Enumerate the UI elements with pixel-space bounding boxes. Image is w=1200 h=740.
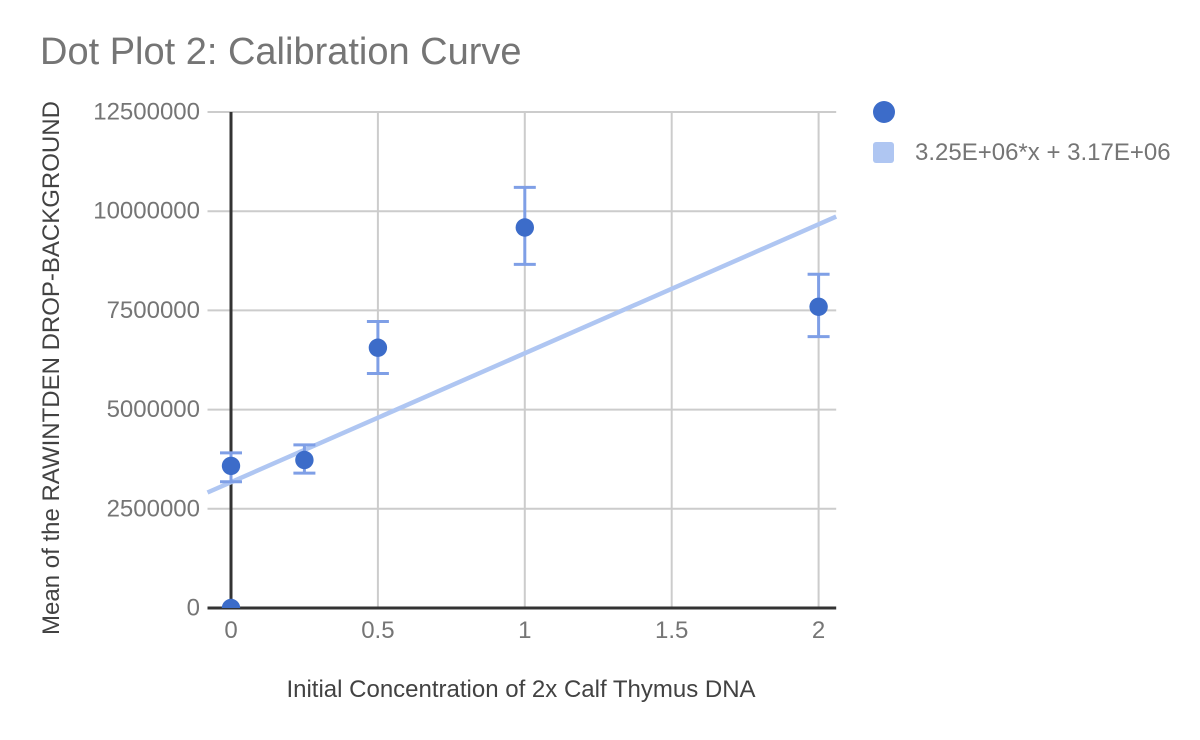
chart-title: Dot Plot 2: Calibration Curve [40, 31, 522, 73]
legend-trendline-marker-icon [873, 142, 894, 163]
x-tick-label: 1.5 [655, 617, 688, 644]
y-axis-title: Mean of the RAWINTDEN DROP-BACKGROUND [38, 101, 65, 635]
data-point [221, 456, 241, 476]
data-point [515, 218, 534, 237]
y-tick-label: 10000000 [93, 198, 200, 225]
data-point [368, 338, 388, 357]
data-point [295, 450, 314, 470]
x-tick-label: 1 [518, 617, 531, 644]
x-tick-label: 0 [224, 617, 237, 644]
x-tick-label: 2 [812, 617, 825, 644]
y-tick-label: 5000000 [107, 396, 200, 423]
legend-trendline-equation: 3.25E+06*x + 3.17E+06 [915, 139, 1171, 166]
y-tick-label: 2500000 [107, 495, 200, 522]
data-point [809, 297, 828, 316]
trendline [206, 214, 838, 495]
data-point [221, 598, 241, 608]
x-axis-title: Initial Concentration of 2x Calf Thymus … [286, 676, 756, 703]
x-tick-label: 0.5 [361, 617, 394, 644]
y-tick-label: 0 [187, 595, 200, 622]
y-tick-label: 7500000 [107, 297, 200, 324]
legend-series-marker-icon [873, 101, 895, 123]
y-tick-label: 12500000 [93, 99, 200, 126]
